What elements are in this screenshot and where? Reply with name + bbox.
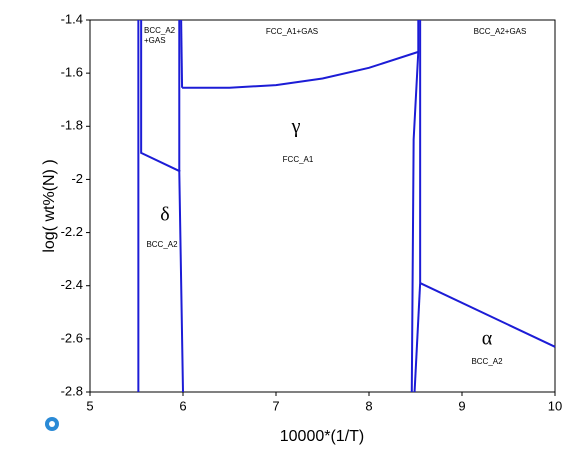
- phase-boundary: [178, 20, 184, 393]
- y-tick-label: -2.2: [61, 224, 83, 239]
- x-tick-label: 8: [365, 398, 372, 413]
- phase-label: BCC_A2: [471, 357, 503, 366]
- logo: [45, 417, 59, 431]
- x-tick-label: 6: [179, 398, 186, 413]
- phase-label: α: [482, 328, 493, 350]
- phase-label: δ: [160, 204, 169, 226]
- x-tick-label: 10: [548, 398, 562, 413]
- x-tick-label: 5: [86, 398, 93, 413]
- y-tick-label: -1.6: [61, 65, 83, 80]
- phase-label: +GAS: [144, 36, 166, 45]
- phase-label: BCC_A2+GAS: [474, 27, 527, 36]
- phase-boundary: [140, 20, 181, 173]
- y-tick-label: -1.4: [61, 11, 83, 26]
- y-tick-label: -2.6: [61, 330, 83, 345]
- x-axis-label: 10000*(1/T): [280, 428, 365, 445]
- plot-frame: [89, 19, 556, 393]
- phase-label: FCC_A1: [283, 155, 314, 164]
- phase-label: BCC_A2: [144, 26, 176, 35]
- phase-boundary: [410, 20, 420, 393]
- x-tick-label: 9: [458, 398, 465, 413]
- phase-label: FCC_A1+GAS: [266, 27, 318, 36]
- phase-boundary: [419, 282, 556, 348]
- phase-boundary: [182, 50, 419, 89]
- phase-label: γ: [291, 116, 301, 138]
- y-tick-label: -1.8: [61, 118, 83, 133]
- x-tick-label: 7: [272, 398, 279, 413]
- phase-boundary: [413, 283, 422, 393]
- y-tick-label: -2.4: [61, 277, 83, 292]
- y-tick-label: -2: [71, 171, 83, 186]
- phase-boundary: [180, 19, 184, 88]
- y-tick-label: -2.8: [61, 383, 83, 398]
- phase-label: BCC_A2: [146, 240, 178, 249]
- y-axis-label: log( wt%(N) ): [41, 159, 58, 252]
